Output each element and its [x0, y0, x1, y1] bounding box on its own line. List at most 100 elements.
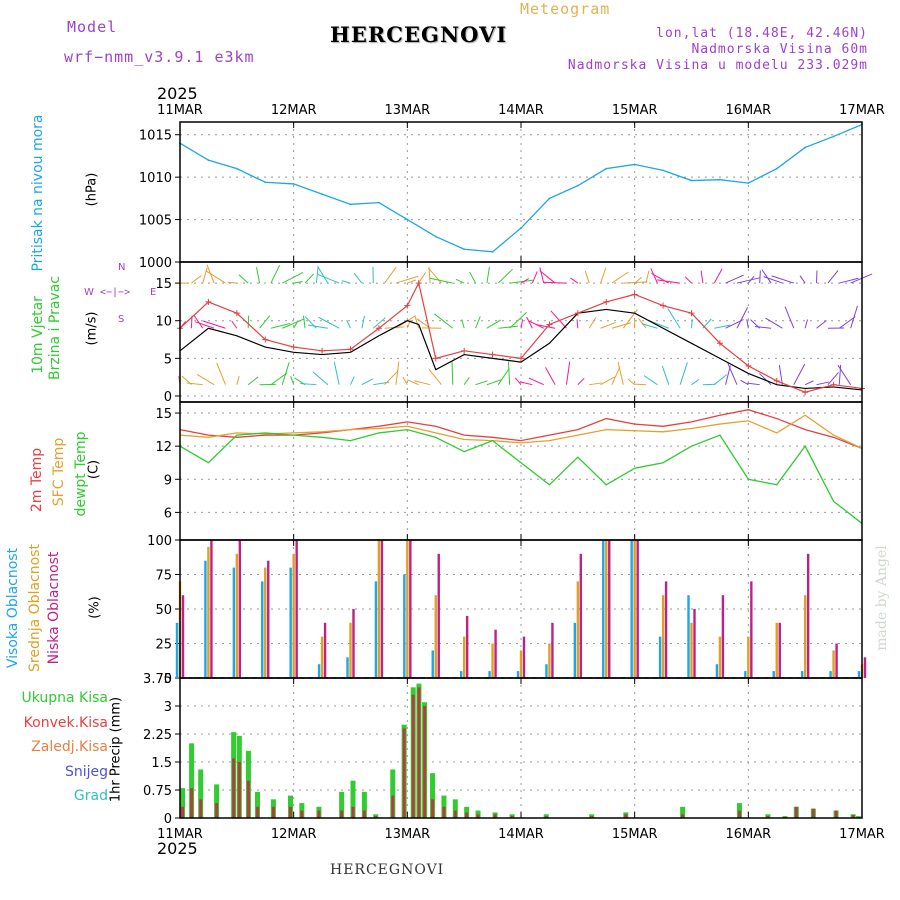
wind-direction-arrow	[461, 319, 465, 329]
precip-total-bar	[452, 799, 458, 818]
legend-hail: Grad	[73, 788, 108, 804]
meteogram-label: Meteogram	[520, 0, 611, 18]
cloud-low-bar	[693, 609, 696, 678]
cloud-low-bar	[267, 560, 270, 678]
pressure-point	[235, 167, 238, 170]
wind-direction-arrow	[645, 270, 650, 284]
wind-direction-arrow	[486, 319, 502, 329]
wind-direction-arrow	[747, 275, 755, 284]
wind-direction-arrow	[700, 270, 704, 284]
wind-direction-arrow	[793, 363, 806, 385]
precip-convective-bar	[510, 816, 514, 818]
wind-direction-arrow	[638, 317, 647, 329]
cloud-low-bar	[579, 553, 583, 678]
wind-direction-arrow	[838, 316, 856, 329]
pressure-point	[378, 201, 380, 204]
wind-direction-arrow	[455, 278, 465, 284]
y-tick-label: 12	[155, 440, 172, 455]
cloud-low-bar	[494, 629, 497, 678]
precip-convective-bar	[590, 816, 594, 818]
wind-direction-arrow	[804, 380, 814, 386]
compass-s: S	[118, 314, 125, 325]
precip-convective-bar	[351, 806, 355, 818]
cloud-mid-bar	[207, 546, 210, 678]
wind-direction-arrow	[414, 380, 431, 386]
precip-convective-bar	[181, 806, 184, 818]
cloud-high-bar	[403, 574, 406, 678]
cloud-low-bar	[608, 540, 611, 678]
cloud-high-bar	[374, 581, 378, 678]
cloud-low-bar	[551, 622, 554, 678]
cloud-high-bar	[204, 560, 207, 678]
panel-frame	[179, 401, 863, 541]
cloud-high-bar	[232, 567, 236, 678]
cloud-high-bar	[317, 664, 321, 678]
wind-direction-arrow	[528, 377, 544, 386]
cloud-mid-bar	[576, 581, 580, 678]
wind-direction-arrow	[600, 376, 615, 386]
wind-direction-arrow	[428, 368, 442, 386]
wind-direction-arrow	[475, 316, 481, 329]
x-axis-bottom-label: 12MAR	[271, 827, 317, 842]
wind-direction-arrow	[196, 374, 215, 386]
cloud-low-bar	[238, 540, 242, 678]
wind-direction-arrow	[611, 271, 629, 284]
wind-direction-arrow	[650, 320, 669, 329]
wind-direction-arrow	[227, 281, 237, 284]
wind-direction-arrow	[509, 311, 528, 329]
precip-convective-bar	[851, 815, 855, 818]
cloud-high-bar	[459, 671, 463, 678]
compass-n: N	[118, 262, 126, 273]
cloud-mid-bar	[519, 650, 523, 678]
precip-convective-bar	[766, 816, 770, 818]
wind-direction-arrow	[202, 267, 208, 284]
wind-direction-arrow	[395, 275, 419, 284]
wind-direction-arrow	[684, 276, 692, 284]
elevation-text: Nadmorska Visina 60m	[691, 42, 868, 57]
precip-convective-bar	[199, 799, 203, 818]
y-tick-label: 0.75	[143, 784, 172, 799]
precip-convective-bar	[417, 687, 421, 818]
wind-direction-arrow	[778, 365, 783, 385]
cloud-low-bar	[636, 540, 639, 678]
precip-total-bar	[543, 814, 549, 818]
cloud-low-bar	[210, 540, 213, 678]
wind-direction-arrow	[539, 267, 545, 284]
y-tick-label: 75	[155, 569, 172, 584]
wind-speed-point	[347, 346, 354, 353]
cloud-low-bar	[181, 595, 185, 678]
wind-direction-arrow	[600, 321, 616, 329]
wind-speed-point	[660, 302, 667, 309]
wind-speed-point	[631, 291, 638, 298]
wind-speed-point	[716, 340, 723, 347]
wind-direction-arrow	[519, 381, 533, 386]
wind-direction-arrow	[203, 320, 226, 329]
wind-direction-arrow	[361, 315, 365, 329]
y-tick-label: 1005	[139, 214, 172, 229]
x-axis-top-label: 11MAR	[157, 103, 203, 118]
cloud-high-bar	[857, 671, 861, 678]
wind-direction-arrow	[372, 317, 386, 329]
pressure-point	[463, 248, 466, 251]
cloud-low-bar	[465, 615, 469, 678]
cloud-mid-bar	[747, 636, 750, 678]
wind-speed-point	[205, 298, 212, 305]
wind-direction-arrow	[837, 364, 852, 385]
pressure-point	[520, 227, 522, 229]
precip-convective-bar	[834, 810, 838, 818]
y-tick-label: 0	[164, 390, 172, 405]
wind-direction-arrow	[497, 367, 510, 385]
wind-direction-arrow	[713, 374, 728, 386]
cloud-low-bar	[437, 553, 440, 678]
wind-direction-arrow	[451, 361, 454, 385]
y-tick-label: 15	[155, 407, 172, 422]
panel-frame	[179, 677, 863, 819]
wind-direction-arrow	[270, 322, 291, 329]
cloud-high-bar	[630, 540, 633, 678]
wind-speed-point	[415, 280, 422, 287]
y-tick-label: 100	[147, 534, 172, 549]
cloud-high-bar	[602, 540, 605, 678]
wind-direction-arrow	[317, 273, 340, 284]
wind-direction-arrow	[679, 362, 688, 385]
precip-convective-bar	[794, 806, 798, 818]
